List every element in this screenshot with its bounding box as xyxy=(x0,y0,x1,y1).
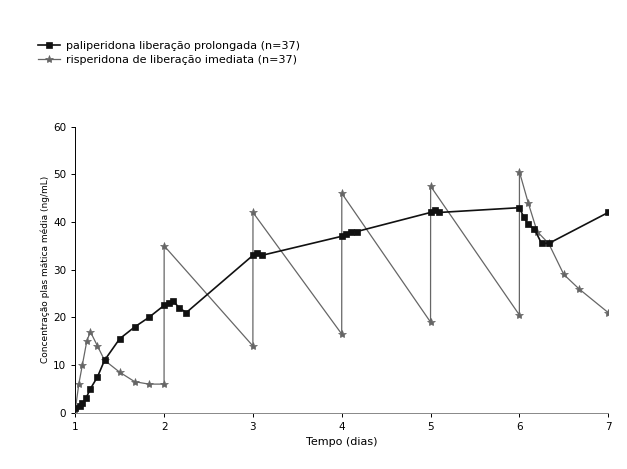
risperidona de liberação imediata (n=37) xyxy=(71,408,79,413)
risperidona de liberação imediata (n=37) xyxy=(93,343,101,349)
risperidona de liberação imediata (n=37) xyxy=(101,357,108,363)
paliperidona liberação prolongada (n=37) xyxy=(249,252,256,258)
risperidona de liberação imediata (n=37) xyxy=(75,381,83,387)
paliperidona liberação prolongada (n=37) xyxy=(604,210,612,215)
risperidona de liberação imediata (n=37) xyxy=(87,329,94,334)
paliperidona liberação prolongada (n=37) xyxy=(161,303,168,308)
paliperidona liberação prolongada (n=37) xyxy=(71,405,79,411)
paliperidona liberação prolongada (n=37) xyxy=(253,250,261,256)
risperidona de liberação imediata (n=37) xyxy=(131,379,139,385)
paliperidona liberação prolongada (n=37) xyxy=(78,401,86,406)
paliperidona liberação prolongada (n=37) xyxy=(145,315,153,320)
paliperidona liberação prolongada (n=37) xyxy=(258,252,266,258)
paliperidona liberação prolongada (n=37) xyxy=(87,386,94,392)
risperidona de liberação imediata (n=37) xyxy=(249,210,256,215)
risperidona de liberação imediata (n=37) xyxy=(249,343,256,349)
paliperidona liberação prolongada (n=37) xyxy=(431,207,439,213)
Legend: paliperidona liberação prolongada (n=37), risperidona de liberação imediata (n=3: paliperidona liberação prolongada (n=37)… xyxy=(38,41,300,65)
risperidona de liberação imediata (n=37) xyxy=(575,286,582,292)
paliperidona liberação prolongada (n=37) xyxy=(609,207,616,213)
risperidona de liberação imediata (n=37) xyxy=(427,183,435,189)
paliperidona liberação prolongada (n=37) xyxy=(545,241,552,246)
risperidona de liberação imediata (n=37) xyxy=(161,381,168,387)
risperidona de liberação imediata (n=37) xyxy=(116,370,124,375)
Line: paliperidona liberação prolongada (n=37): paliperidona liberação prolongada (n=37) xyxy=(73,205,616,411)
paliperidona liberação prolongada (n=37) xyxy=(524,221,532,227)
paliperidona liberação prolongada (n=37) xyxy=(169,298,177,303)
risperidona de liberação imediata (n=37) xyxy=(145,381,153,387)
risperidona de liberação imediata (n=37) xyxy=(83,339,90,344)
paliperidona liberação prolongada (n=37) xyxy=(76,403,83,408)
paliperidona liberação prolongada (n=37) xyxy=(116,336,124,341)
paliperidona liberação prolongada (n=37) xyxy=(176,305,183,310)
paliperidona liberação prolongada (n=37) xyxy=(436,210,443,215)
paliperidona liberação prolongada (n=37) xyxy=(131,324,139,330)
paliperidona liberação prolongada (n=37) xyxy=(427,210,435,215)
paliperidona liberação prolongada (n=37) xyxy=(82,396,90,401)
X-axis label: Tempo (dias): Tempo (dias) xyxy=(306,437,377,447)
paliperidona liberação prolongada (n=37) xyxy=(347,229,354,234)
paliperidona liberação prolongada (n=37) xyxy=(520,214,527,220)
paliperidona liberação prolongada (n=37) xyxy=(182,310,190,316)
risperidona de liberação imediata (n=37) xyxy=(524,200,532,206)
risperidona de liberação imediata (n=37) xyxy=(545,241,552,246)
risperidona de liberação imediata (n=37) xyxy=(161,243,168,249)
paliperidona liberação prolongada (n=37) xyxy=(342,231,350,237)
Y-axis label: Concentração plas mática média (ng/mL): Concentração plas mática média (ng/mL) xyxy=(41,176,50,363)
paliperidona liberação prolongada (n=37) xyxy=(538,241,545,246)
risperidona de liberação imediata (n=37) xyxy=(427,319,435,325)
risperidona de liberação imediata (n=37) xyxy=(78,362,86,368)
paliperidona liberação prolongada (n=37) xyxy=(530,227,538,232)
risperidona de liberação imediata (n=37) xyxy=(560,272,567,277)
risperidona de liberação imediata (n=37) xyxy=(338,190,345,196)
risperidona de liberação imediata (n=37) xyxy=(338,331,345,337)
risperidona de liberação imediata (n=37) xyxy=(604,310,612,316)
risperidona de liberação imediata (n=37) xyxy=(613,315,621,320)
paliperidona liberação prolongada (n=37) xyxy=(101,357,108,363)
risperidona de liberação imediata (n=37) xyxy=(515,312,523,318)
Line: risperidona de liberação imediata (n=37): risperidona de liberação imediata (n=37) xyxy=(71,168,621,415)
risperidona de liberação imediata (n=37) xyxy=(534,229,541,234)
paliperidona liberação prolongada (n=37) xyxy=(353,229,361,234)
paliperidona liberação prolongada (n=37) xyxy=(515,205,523,211)
paliperidona liberação prolongada (n=37) xyxy=(93,374,101,380)
paliperidona liberação prolongada (n=37) xyxy=(338,234,345,239)
paliperidona liberação prolongada (n=37) xyxy=(165,300,172,306)
risperidona de liberação imediata (n=37) xyxy=(515,169,523,175)
